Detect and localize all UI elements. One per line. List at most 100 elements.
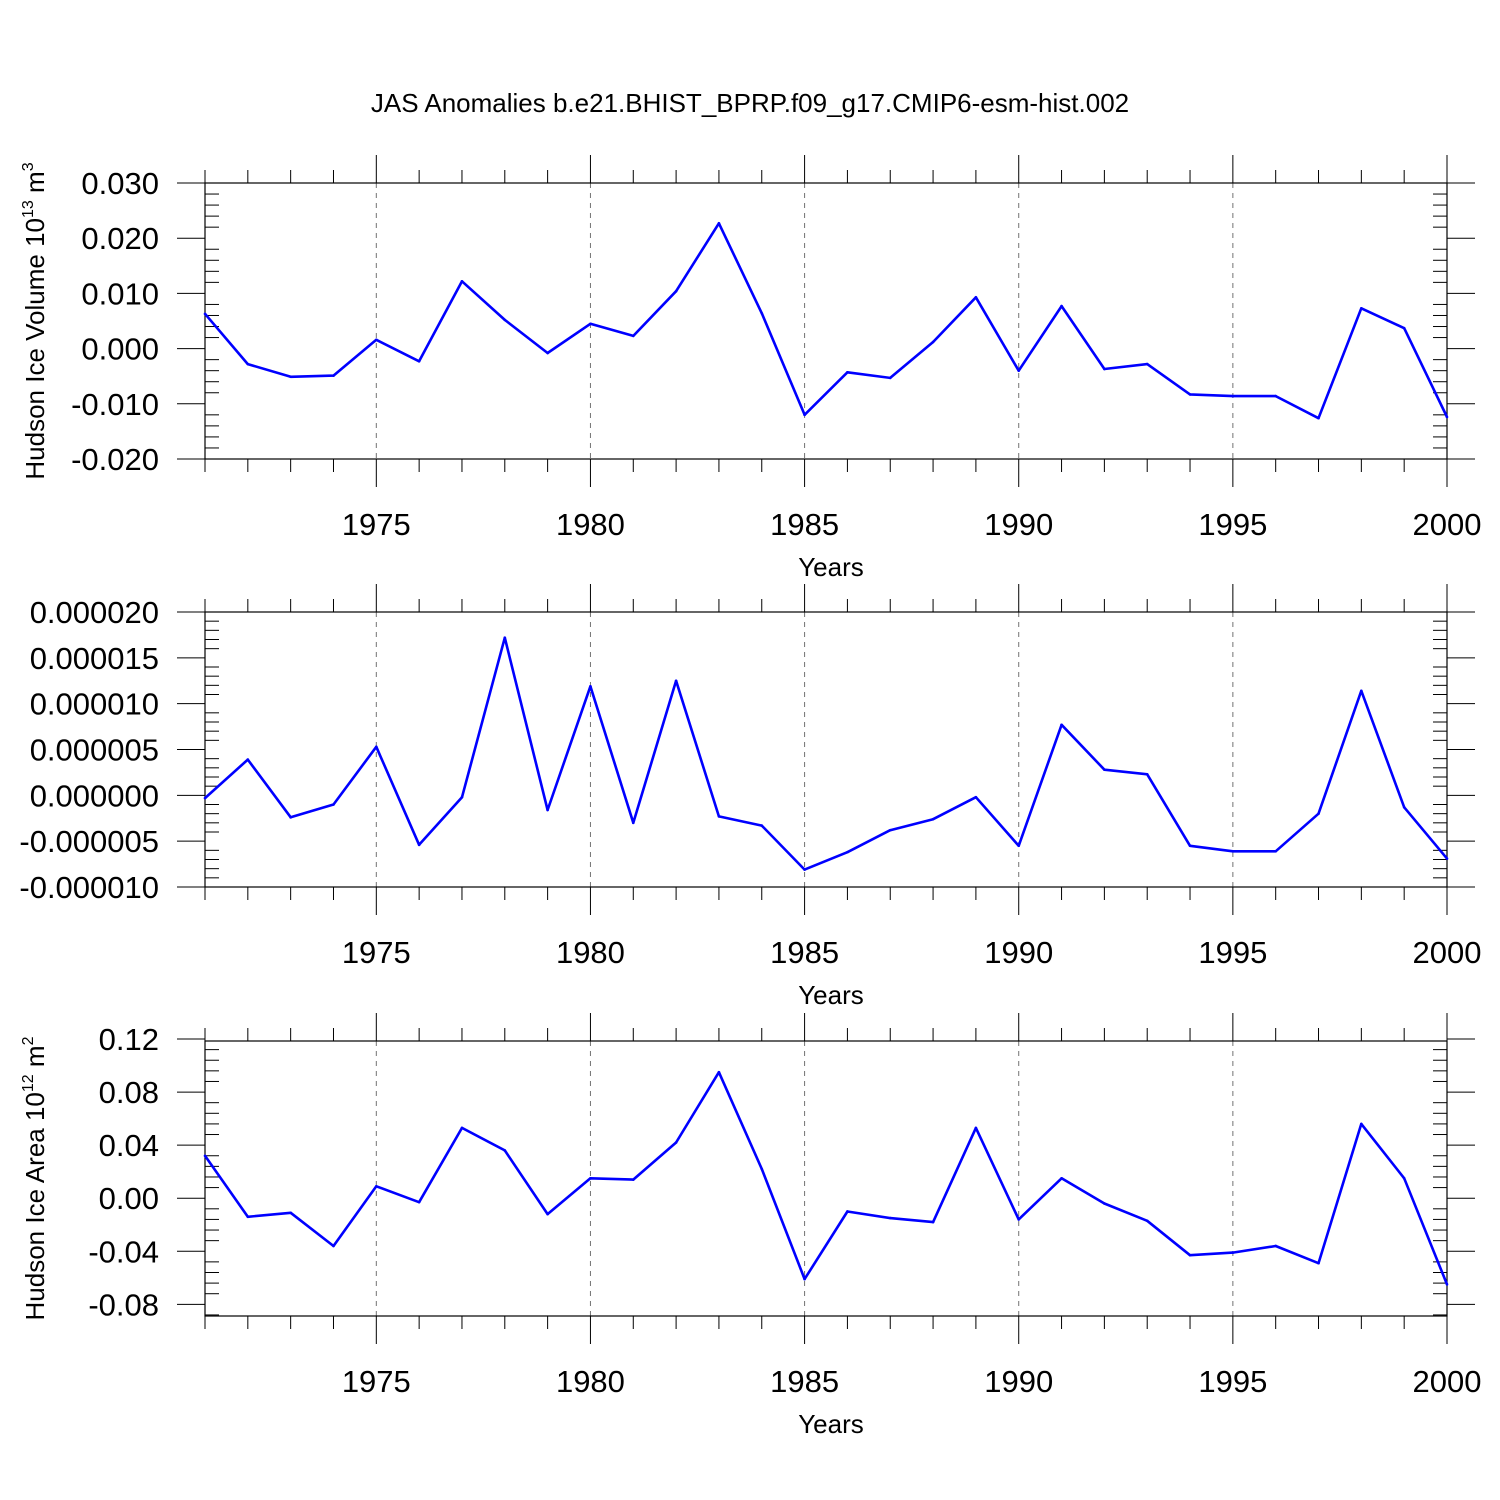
data-point-1976: [417, 1200, 421, 1204]
data-point-1995: [1231, 849, 1235, 853]
x-tick-label-1995: 1995: [1198, 935, 1267, 970]
y-axis-title-exponent: 13: [20, 200, 37, 218]
data-point-1982: [674, 289, 678, 293]
x-tick-label-1995: 1995: [1198, 507, 1267, 542]
data-point-1984: [760, 824, 764, 827]
data-point-1987: [888, 376, 892, 380]
data-point-1989: [974, 1126, 978, 1130]
y-tick-label: -0.000005: [19, 824, 159, 859]
data-point-1980: [589, 322, 592, 326]
y-tick-label: 0.04: [99, 1128, 159, 1163]
x-axis-title: Years: [798, 1409, 864, 1439]
y-tick-label: 0.000: [81, 332, 159, 367]
data-point-1971: [203, 1154, 207, 1158]
data-point-1983: [717, 221, 721, 225]
data-point-1986: [846, 1210, 849, 1213]
data-point-1978: [503, 636, 507, 639]
data-point-1982: [674, 679, 678, 683]
data-point-2000: [1445, 415, 1449, 419]
panel-3: 1975 1980 1985 1990 1995 2000 Years -0.08 -0.04 0…: [20, 1013, 1481, 1439]
data-point-1997: [1317, 812, 1320, 815]
y-tick-label: 0.08: [99, 1075, 159, 1110]
x-tick-label-1980: 1980: [556, 935, 625, 970]
y-tick-label: 0.000005: [30, 733, 159, 768]
data-point-1999: [1402, 1177, 1406, 1180]
data-point-1977: [460, 795, 464, 799]
data-point-1997: [1317, 1261, 1320, 1265]
y-axis-title-exponent: 12: [20, 1074, 37, 1092]
x-tick-label-1995: 1995: [1198, 1364, 1267, 1399]
data-point-1980: [589, 684, 592, 688]
y-tick-label: -0.04: [88, 1234, 159, 1269]
data-point-1973: [289, 1211, 292, 1215]
x-tick-label-1975: 1975: [342, 1364, 411, 1399]
series-line: [204, 222, 1449, 420]
data-point-1976: [417, 843, 421, 847]
x-axis-title: Years: [798, 980, 864, 1010]
y-axis-title-text: Hudson Ice Area 10: [20, 1092, 50, 1320]
data-point-1979: [546, 808, 549, 812]
data-point-1975: [375, 338, 378, 342]
x-tick-label-2000: 2000: [1413, 935, 1482, 970]
data-point-1988: [931, 817, 935, 821]
data-point-1977: [460, 1126, 464, 1130]
data-point-1992: [1103, 367, 1106, 371]
data-point-1982: [674, 1141, 678, 1144]
data-point-1992: [1103, 768, 1106, 771]
y-tick-label: -0.08: [88, 1287, 159, 1322]
data-point-1990: [1017, 369, 1021, 372]
data-point-1973: [289, 816, 292, 819]
x-tick-label-1975: 1975: [342, 507, 411, 542]
data-point-2000: [1445, 857, 1449, 860]
y-tick-label: 0.030: [81, 166, 159, 201]
data-point-1985: [803, 413, 806, 417]
y-tick-label: 0.000000: [30, 778, 159, 813]
y-axis-title-unit-power: 2: [20, 1036, 37, 1045]
x-tick-label-1985: 1985: [770, 935, 839, 970]
y-axis-title-unit-power: 3: [20, 162, 37, 171]
x-tick-label-1985: 1985: [770, 507, 839, 542]
data-point-1978: [503, 1149, 507, 1152]
y-axis-title-unit: m: [20, 171, 50, 200]
y-tick-label: -0.000010: [19, 870, 159, 905]
data-point-1981: [631, 334, 635, 338]
data-point-1975: [375, 1184, 378, 1188]
data-point-1973: [289, 375, 292, 379]
data-point-1995: [1231, 394, 1235, 398]
plot-frame: [204, 182, 1448, 460]
y-tick-label: 0.00: [99, 1181, 159, 1216]
data-point-1993: [1145, 772, 1149, 776]
data-point-2000: [1445, 1283, 1449, 1286]
data-point-1999: [1402, 326, 1406, 330]
data-point-1984: [760, 311, 764, 315]
x-tick-label-1990: 1990: [984, 507, 1053, 542]
x-tick-label-1985: 1985: [770, 1364, 839, 1399]
series-line: [203, 1070, 1449, 1285]
data-point-1993: [1145, 362, 1149, 366]
y-axis-title: Hudson Ice Area 1012 m2: [20, 1036, 50, 1320]
x-tick-label-1980: 1980: [556, 1364, 625, 1399]
y-tick-label: 0.010: [81, 276, 159, 311]
data-point-1990: [1017, 844, 1021, 848]
data-point-1972: [246, 1215, 250, 1219]
y-axis-title: Hudson Ice Volume 1013 m3: [20, 162, 50, 479]
plot-frame: [204, 1040, 1448, 1317]
x-tick-label-2000: 2000: [1413, 1364, 1482, 1399]
data-point-1998: [1360, 1122, 1363, 1126]
data-point-1999: [1402, 805, 1406, 809]
data-point-1994: [1188, 1253, 1192, 1257]
y-tick-label: 0.000020: [30, 595, 159, 630]
data-point-1993: [1145, 1219, 1149, 1223]
data-point-1981: [631, 1178, 635, 1181]
data-point-1976: [417, 359, 421, 363]
data-point-1983: [717, 815, 721, 818]
data-point-1972: [246, 362, 250, 366]
data-point-1985: [803, 868, 806, 871]
data-point-1984: [760, 1167, 764, 1171]
data-point-1989: [974, 295, 978, 299]
data-point-1974: [332, 374, 335, 377]
data-point-1979: [546, 1212, 549, 1216]
data-point-1996: [1274, 1244, 1277, 1248]
data-point-1998: [1360, 689, 1363, 693]
